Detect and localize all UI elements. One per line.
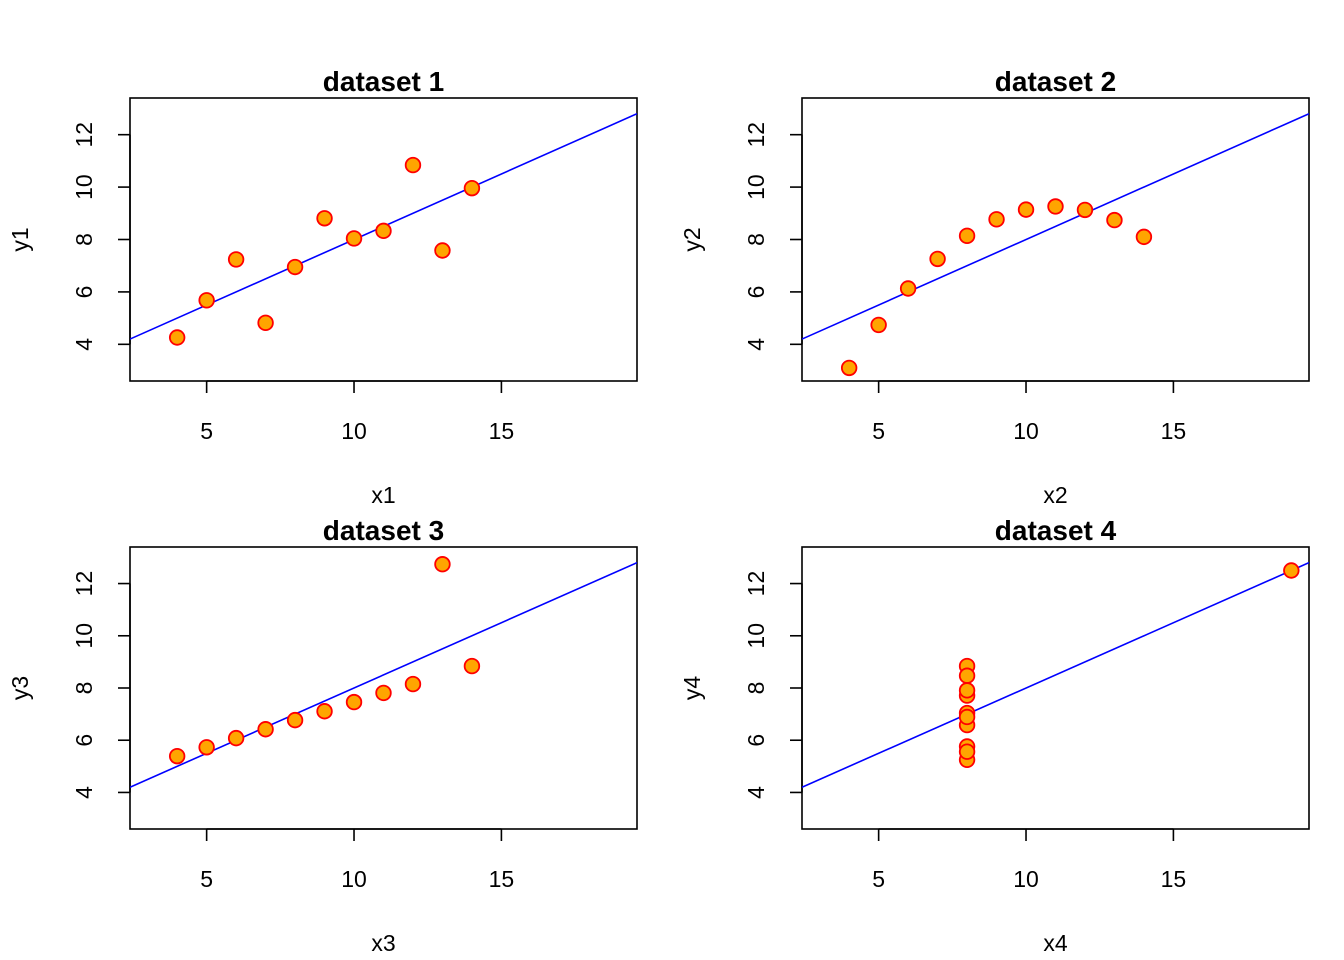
y-tick-label: 12 bbox=[743, 571, 769, 597]
data-point bbox=[168, 329, 186, 346]
data-point bbox=[1283, 562, 1300, 579]
x-tick-label: 15 bbox=[489, 866, 515, 892]
y-axis-label: y2 bbox=[679, 227, 705, 251]
regression-line bbox=[802, 112, 1309, 340]
plot-frame bbox=[801, 97, 1310, 382]
data-point bbox=[345, 230, 363, 247]
data-point bbox=[286, 711, 304, 729]
y-tick-label: 8 bbox=[743, 233, 769, 246]
data-point bbox=[840, 359, 858, 377]
x-axis-label: x2 bbox=[1043, 482, 1067, 508]
y-tick-label: 8 bbox=[71, 682, 97, 695]
y-axis-label: y4 bbox=[679, 676, 705, 701]
data-point bbox=[1076, 201, 1094, 219]
data-point bbox=[870, 316, 887, 334]
data-point bbox=[463, 657, 481, 675]
data-point bbox=[375, 684, 392, 702]
y-axis-label: y3 bbox=[7, 676, 33, 700]
data-point bbox=[227, 729, 245, 747]
y-tick-label: 4 bbox=[743, 338, 769, 351]
regression-line bbox=[802, 561, 1309, 788]
chart-panel-1: dataset 1 5 10 15 x1 4 6 8 10 12 y1 bbox=[7, 66, 638, 508]
x-tick-label: 15 bbox=[1161, 866, 1187, 892]
chart-panel-4: dataset 4 5 10 15 x4 4 6 8 10 12 y4 bbox=[679, 515, 1310, 956]
data-point bbox=[958, 667, 976, 684]
plot-frame bbox=[801, 546, 1310, 830]
data-point bbox=[1017, 201, 1035, 218]
x-tick-label: 10 bbox=[1013, 418, 1039, 444]
y-tick-label: 8 bbox=[743, 682, 769, 695]
y-tick-label: 6 bbox=[71, 734, 97, 747]
x-axis-label: x4 bbox=[1043, 930, 1068, 956]
x-tick-label: 5 bbox=[872, 418, 885, 444]
data-point bbox=[375, 222, 392, 240]
data-point bbox=[434, 242, 451, 259]
data-point bbox=[958, 682, 976, 699]
data-point bbox=[929, 250, 946, 268]
y-tick-label: 4 bbox=[71, 786, 97, 799]
y-tick-label: 10 bbox=[743, 623, 769, 649]
x-tick-label: 10 bbox=[1013, 866, 1039, 892]
data-point bbox=[1135, 228, 1153, 246]
y-tick-label: 4 bbox=[743, 786, 769, 799]
chart-panel-2: dataset 2 5 10 15 x2 4 6 8 10 12 y2 bbox=[679, 66, 1310, 508]
data-point bbox=[198, 739, 215, 756]
x-tick-label: 10 bbox=[341, 866, 367, 892]
data-point bbox=[1047, 198, 1064, 215]
x-tick-label: 5 bbox=[200, 418, 213, 444]
y-tick-label: 12 bbox=[743, 122, 769, 148]
data-point bbox=[257, 721, 274, 738]
data-point bbox=[404, 156, 422, 174]
data-point bbox=[316, 703, 333, 720]
chart-title: dataset 2 bbox=[995, 66, 1116, 97]
y-tick-label: 6 bbox=[743, 734, 769, 747]
y-tick-label: 10 bbox=[71, 623, 97, 649]
chart-title: dataset 1 bbox=[323, 66, 444, 97]
y-tick-label: 6 bbox=[71, 286, 97, 299]
data-point bbox=[434, 556, 451, 573]
data-point bbox=[958, 227, 976, 245]
data-point bbox=[168, 747, 186, 765]
chart-panel-3: dataset 3 5 10 15 x3 4 6 8 10 12 y3 bbox=[7, 515, 638, 956]
y-tick-label: 12 bbox=[71, 122, 97, 148]
data-point bbox=[257, 314, 274, 332]
y-tick-label: 6 bbox=[743, 286, 769, 299]
chart-title: dataset 3 bbox=[323, 515, 444, 546]
data-point bbox=[198, 292, 215, 309]
data-point bbox=[227, 251, 245, 268]
x-axis-label: x3 bbox=[371, 930, 395, 956]
plot-frame bbox=[129, 97, 638, 382]
chart-title: dataset 4 bbox=[995, 515, 1117, 546]
x-axis-label: x1 bbox=[371, 482, 395, 508]
regression-line bbox=[130, 561, 637, 788]
data-point bbox=[958, 743, 976, 760]
data-point bbox=[899, 280, 917, 297]
y-tick-label: 10 bbox=[743, 174, 769, 200]
data-point bbox=[345, 693, 363, 711]
data-point bbox=[404, 675, 422, 693]
data-point bbox=[958, 708, 976, 726]
data-point bbox=[463, 179, 481, 197]
y-tick-label: 8 bbox=[71, 233, 97, 246]
x-tick-label: 5 bbox=[872, 866, 885, 892]
data-point bbox=[316, 210, 333, 227]
x-tick-label: 5 bbox=[200, 866, 213, 892]
data-point bbox=[988, 211, 1005, 228]
y-axis-label: y1 bbox=[7, 227, 33, 251]
y-tick-label: 4 bbox=[71, 338, 97, 351]
y-tick-label: 12 bbox=[71, 571, 97, 597]
data-point bbox=[1106, 211, 1123, 229]
x-tick-label: 15 bbox=[489, 418, 515, 444]
x-tick-label: 10 bbox=[341, 418, 367, 444]
x-tick-label: 15 bbox=[1161, 418, 1187, 444]
data-point bbox=[286, 258, 304, 276]
y-tick-label: 10 bbox=[71, 174, 97, 200]
